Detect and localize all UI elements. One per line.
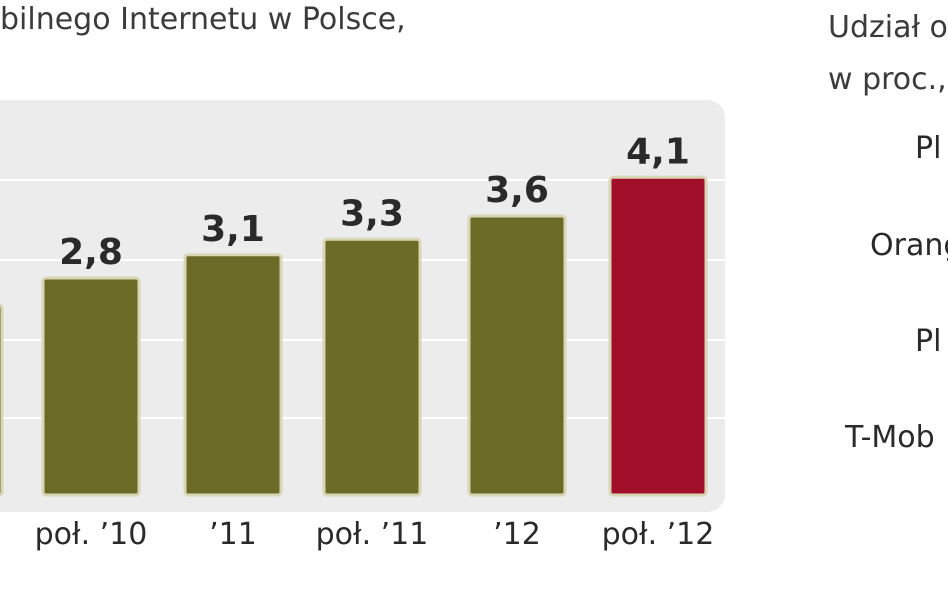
tick-label-3: poł. ’11	[316, 517, 429, 552]
value-label-3: 3,3	[340, 193, 404, 234]
value-label-2: 3,1	[201, 209, 265, 250]
right-panel-title: Udział o w proc.,	[828, 2, 948, 106]
value-label-4: 3,6	[485, 170, 549, 211]
bar-2	[183, 253, 283, 497]
bar-1	[41, 276, 141, 497]
value-labels: 2,8 3,1 3,3 3,6 4,1	[59, 131, 690, 273]
bar-4	[467, 214, 567, 497]
tick-label-5: poł. ’12	[602, 517, 715, 552]
operator-label-3: Pl	[915, 324, 942, 359]
bar-3	[322, 237, 422, 497]
tick-label-1: poł. ’10	[35, 517, 148, 552]
value-label-5: 4,1	[626, 131, 690, 172]
tick-label-2: ’11	[209, 517, 257, 552]
operator-label-2: Orang	[870, 228, 948, 263]
operator-label-4: T-Mob	[845, 420, 935, 455]
bar-0	[0, 303, 4, 497]
tick-labels: poł. ’10 ’11 poł. ’11 ’12 poł. ’12	[35, 517, 715, 552]
value-label-1: 2,8	[59, 232, 123, 273]
right-panel-title-line2: w proc.,	[828, 62, 947, 97]
bar-5	[608, 175, 708, 497]
tick-label-4: ’12	[493, 517, 541, 552]
operator-label-1: Pl	[915, 131, 942, 166]
right-panel-title-line1: Udział o	[828, 10, 948, 45]
chart-title: bilnego Internetu w Polsce,	[0, 2, 406, 37]
bars	[0, 175, 708, 497]
